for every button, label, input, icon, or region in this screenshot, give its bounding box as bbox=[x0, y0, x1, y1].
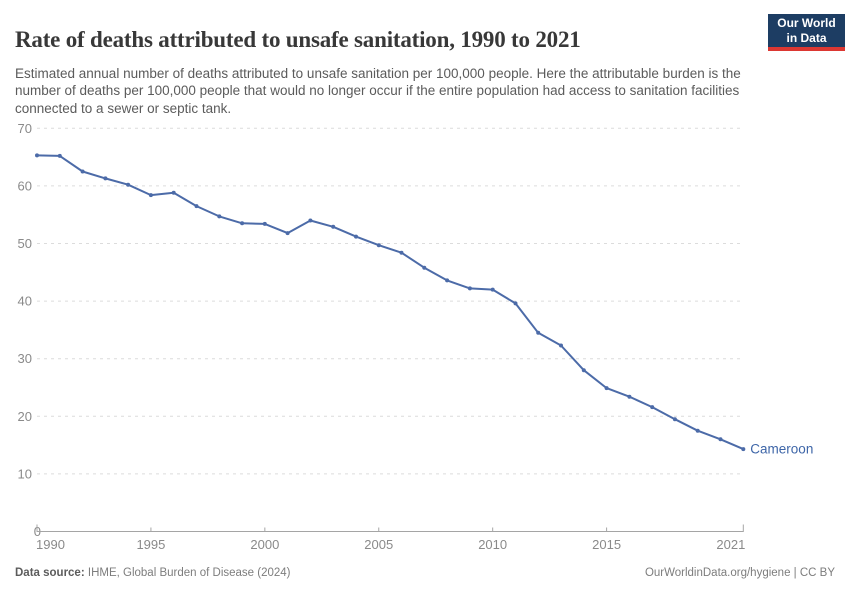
entity-label-cameroon[interactable]: Cameroon bbox=[750, 442, 813, 457]
y-axis-label-10: 10 bbox=[18, 466, 32, 481]
cameroon-point-2009 bbox=[467, 286, 472, 291]
data-source-label: Data source: bbox=[15, 567, 85, 579]
cameroon-point-2006 bbox=[399, 250, 404, 255]
data-source: Data source: IHME, Global Burden of Dise… bbox=[15, 567, 291, 579]
x-axis-label-1990: 1990 bbox=[36, 537, 65, 552]
cameroon-point-2019 bbox=[695, 428, 700, 433]
y-axis-label-60: 60 bbox=[18, 178, 32, 193]
cameroon-point-2013 bbox=[559, 343, 563, 348]
cameroon-point-2014 bbox=[581, 368, 586, 373]
x-axis-label-2000: 2000 bbox=[250, 537, 279, 552]
owid-logo[interactable]: Our World in Data bbox=[768, 14, 845, 51]
chart-subtitle: Estimated annual number of deaths attrib… bbox=[15, 65, 741, 117]
cameroon-point-1991 bbox=[57, 153, 62, 158]
cameroon-point-2001 bbox=[285, 231, 290, 236]
cameroon-point-2005 bbox=[376, 243, 381, 248]
x-axis-label-2010: 2010 bbox=[478, 537, 507, 552]
cameroon-point-1996 bbox=[171, 190, 176, 195]
cameroon-line[interactable] bbox=[36, 154, 745, 451]
page-title: Rate of deaths attributed to unsafe sani… bbox=[15, 27, 581, 53]
y-axis-label-50: 50 bbox=[18, 236, 32, 251]
y-axis-label-20: 20 bbox=[18, 409, 32, 424]
cameroon-point-2020 bbox=[718, 437, 723, 442]
y-axis-label-70: 70 bbox=[18, 121, 32, 136]
y-axis-label-40: 40 bbox=[18, 294, 32, 309]
cameroon-point-2017 bbox=[650, 405, 655, 410]
x-axis-label-1995: 1995 bbox=[136, 537, 165, 552]
y-axis-label-30: 30 bbox=[18, 351, 32, 366]
cameroon-point-2018 bbox=[672, 417, 677, 422]
cameroon-point-2002 bbox=[308, 218, 313, 223]
cameroon-point-2011 bbox=[513, 301, 518, 306]
data-source-value: IHME, Global Burden of Disease (2024) bbox=[87, 567, 291, 579]
cameroon-point-1999 bbox=[240, 221, 245, 226]
cameroon-point-1994 bbox=[126, 182, 131, 187]
cameroon-point-1993 bbox=[103, 176, 108, 181]
cameroon-point-2008 bbox=[445, 278, 450, 283]
x-axis-line bbox=[36, 524, 744, 532]
cameroon-point-1997 bbox=[194, 204, 199, 209]
x-axis-label-2021: 2021 bbox=[716, 537, 745, 552]
cameroon-point-2004 bbox=[354, 234, 358, 239]
chart-footer: Data source: IHME, Global Burden of Dise… bbox=[15, 567, 835, 579]
owid-logo-line1: Our World bbox=[777, 15, 836, 30]
cameroon-point-2000 bbox=[262, 221, 267, 226]
cameroon-point-1992 bbox=[80, 169, 85, 174]
cameroon-point-1990 bbox=[35, 153, 39, 158]
cameroon-point-1998 bbox=[217, 214, 222, 219]
cameroon-point-2010 bbox=[490, 287, 495, 292]
x-axis-label-2005: 2005 bbox=[364, 537, 393, 552]
cameroon-point-2007 bbox=[422, 265, 427, 270]
cameroon-point-2016 bbox=[627, 394, 632, 399]
x-axis-label-2015: 2015 bbox=[592, 537, 621, 552]
cameroon-point-2015 bbox=[604, 386, 609, 391]
owid-logo-line2: in Data bbox=[786, 30, 827, 45]
cameroon-point-2021 bbox=[741, 447, 746, 452]
cameroon-point-2012 bbox=[536, 330, 541, 335]
cameroon-point-1995 bbox=[148, 193, 153, 198]
license-link[interactable]: OurWorldinData.org/hygiene | CC BY bbox=[644, 567, 835, 579]
cameroon-point-2003 bbox=[331, 224, 336, 229]
